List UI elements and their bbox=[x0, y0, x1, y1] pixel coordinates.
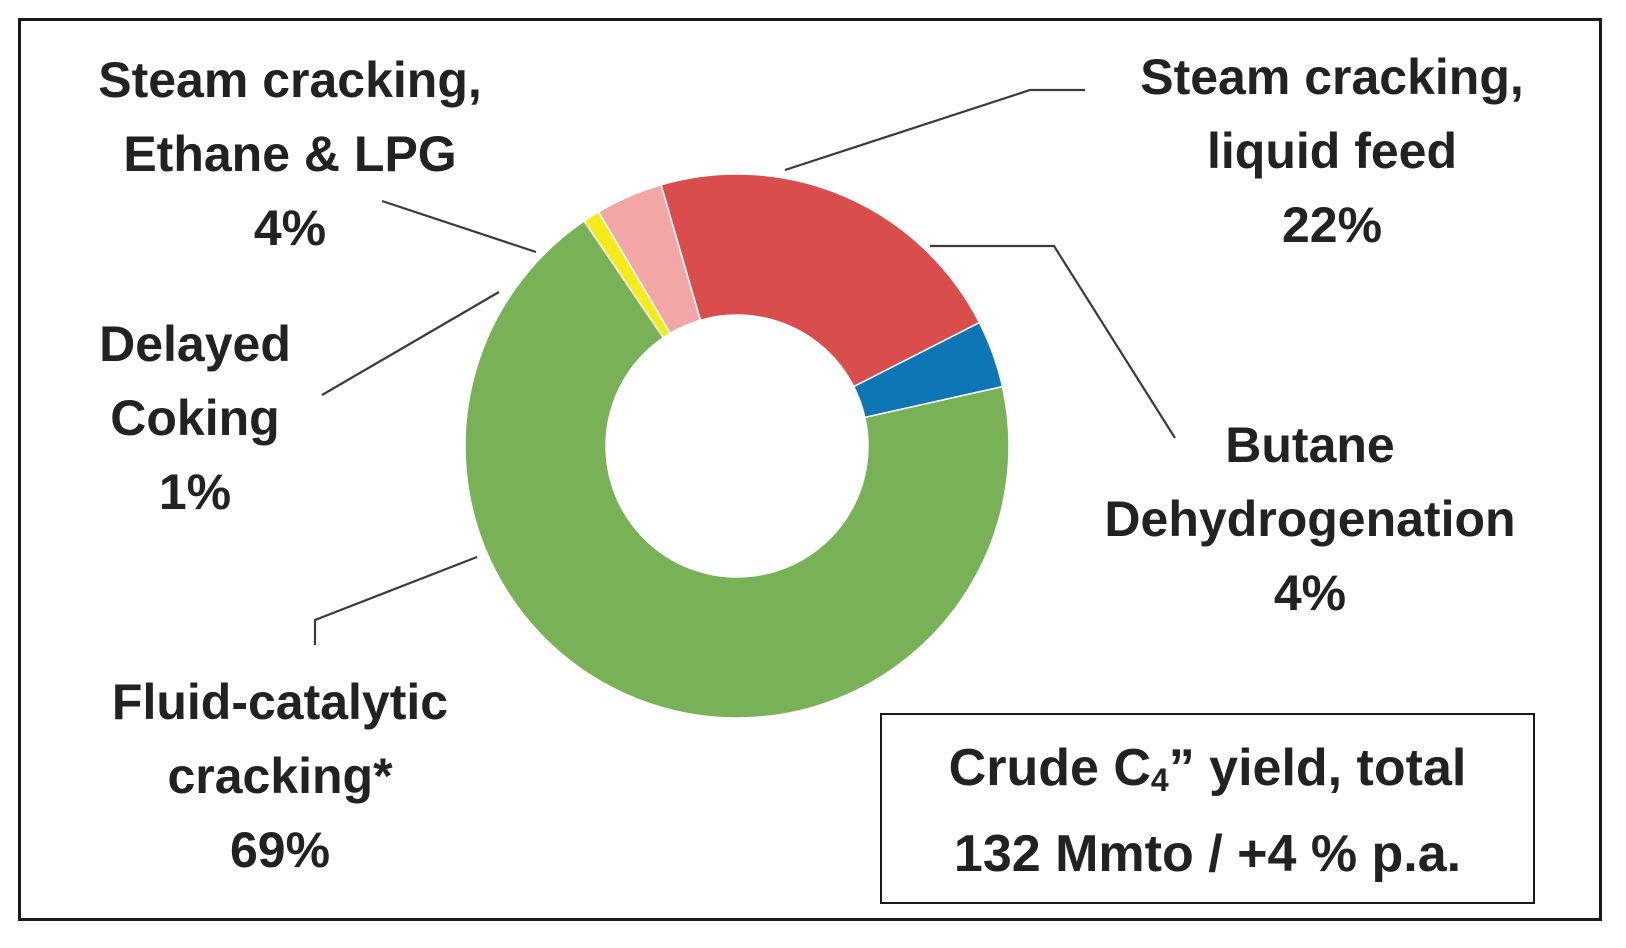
label-dc-pct: 1% bbox=[158, 464, 232, 520]
donut-slices bbox=[464, 173, 1010, 719]
leader-lines bbox=[313, 88, 1176, 645]
label-butane-dehydrogenation: Butane Dehydrogenation 4% bbox=[1045, 408, 1575, 630]
label-fluid-catalytic-cracking: Fluid-catalytic cracking* 69% bbox=[60, 665, 500, 887]
label-sclf-line2: liquid feed bbox=[1207, 123, 1457, 179]
leader-line-bd bbox=[930, 244, 1176, 439]
total-yield-prefix: Crude C bbox=[948, 739, 1151, 797]
label-delayed-coking: Delayed Coking 1% bbox=[40, 307, 350, 529]
label-dc-line1: Delayed bbox=[99, 316, 291, 372]
slice-sclf bbox=[660, 173, 981, 388]
label-bd-line1: Butane bbox=[1225, 417, 1395, 473]
leader-line-scel bbox=[381, 199, 537, 254]
label-fcc-line2: cracking* bbox=[167, 748, 393, 804]
label-steam-cracking-ethane-lpg: Steam cracking, Ethane & LPG 4% bbox=[50, 43, 530, 265]
total-yield-subscript: 4 bbox=[1150, 762, 1169, 798]
total-yield-line1: Crude C4” yield, total bbox=[882, 731, 1533, 817]
label-fcc-pct: 69% bbox=[229, 822, 331, 878]
label-bd-line2: Dehydrogenation bbox=[1104, 491, 1516, 547]
label-scel-pct: 4% bbox=[253, 200, 327, 256]
label-scel-line1: Steam cracking, bbox=[98, 52, 482, 108]
label-steam-cracking-liquid-feed: Steam cracking, liquid feed 22% bbox=[1092, 40, 1572, 262]
leader-line-sclf bbox=[784, 88, 1085, 172]
label-sclf-pct: 22% bbox=[1281, 197, 1383, 253]
total-yield-box: Crude C4” yield, total 132 Mmto / +4 % p… bbox=[880, 713, 1535, 904]
label-sclf-line1: Steam cracking, bbox=[1140, 49, 1524, 105]
slice-fcc bbox=[464, 219, 1010, 719]
label-scel-line2: Ethane & LPG bbox=[123, 126, 457, 182]
leader-line-fcc bbox=[313, 555, 478, 645]
label-dc-line2: Coking bbox=[110, 390, 280, 446]
label-bd-pct: 4% bbox=[1273, 565, 1347, 621]
label-fcc-line1: Fluid-catalytic bbox=[111, 674, 449, 730]
leader-line-dc bbox=[321, 291, 500, 396]
total-yield-line2: 132 Mmto / +4 % p.a. bbox=[953, 825, 1462, 883]
total-yield-suffix: ” yield, total bbox=[1168, 739, 1467, 797]
